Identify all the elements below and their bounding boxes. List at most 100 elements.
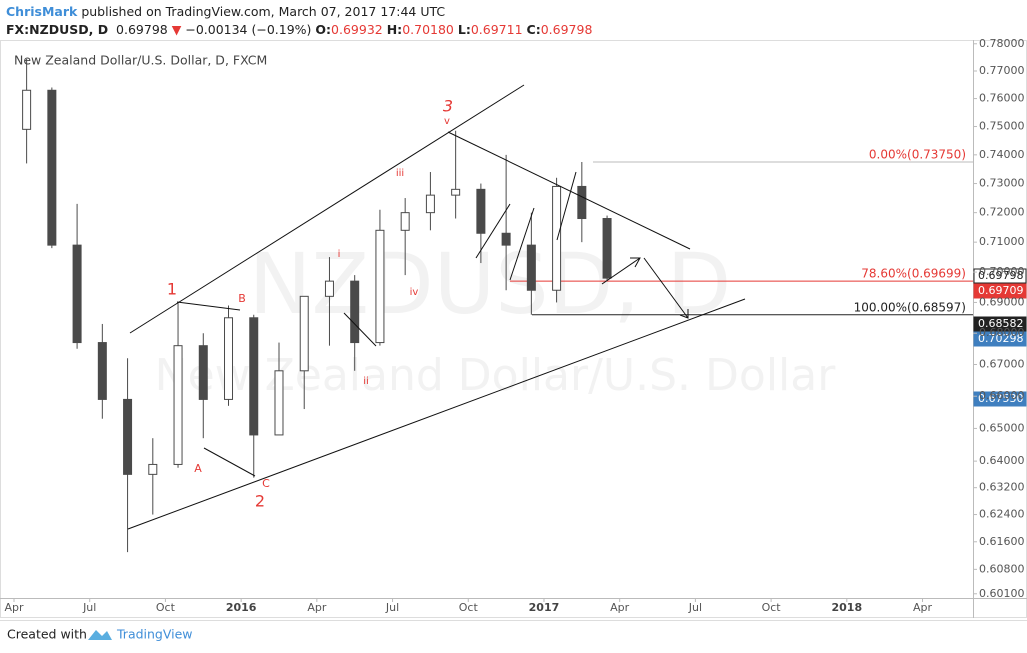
trend-line <box>203 447 256 477</box>
x-tick-label: Apr <box>4 601 24 614</box>
y-tick-label: 0.69000 <box>979 295 1025 308</box>
watermark: NZDUSD, D <box>249 235 732 333</box>
price-tag <box>973 331 1027 347</box>
price-tag-label: 0.69798 <box>978 269 1024 282</box>
chart-title: New Zealand Dollar/U.S. Dollar, D, FXCM <box>14 53 267 68</box>
body <box>97 342 107 400</box>
body <box>198 345 208 400</box>
trend-line <box>447 131 691 250</box>
y-tick-label: 0.66000 <box>979 389 1025 402</box>
x-tick-label: Apr <box>307 601 327 614</box>
y-tick-label: 0.73000 <box>979 177 1025 190</box>
ohlc-value: 0.69798 <box>540 22 593 37</box>
price-tags: 0.69798 0.69709 0.68582 0.70298 0.67530 <box>973 268 1027 407</box>
ohlc-value: 0.70180 <box>402 22 454 37</box>
y-tick-label: 0.72000 <box>979 206 1025 219</box>
y-tick-label: 0.60100 <box>979 587 1025 600</box>
y-tick-label: 0.74000 <box>979 148 1025 161</box>
trend-line <box>129 84 525 334</box>
y-tick-label: 0.76000 <box>979 92 1025 105</box>
wave-label: v <box>444 116 450 127</box>
wave-label: 1 <box>167 280 177 299</box>
x-tick-label: Oct <box>762 601 782 614</box>
price-tag <box>973 268 1027 284</box>
body <box>425 194 435 214</box>
body <box>350 280 360 344</box>
x-tick-label: Apr <box>610 601 630 614</box>
change: −0.00134 (−0.19%) <box>185 22 312 37</box>
header: ChrisMark published on TradingView.com, … <box>6 3 592 39</box>
trend-line <box>509 207 535 281</box>
body <box>476 188 486 234</box>
wave-label: iii <box>396 168 404 179</box>
ohlc-label: O: <box>315 22 332 37</box>
fibonacci: 0.00%(0.73750) 78.60%(0.69699) 100.00%(0.6… <box>510 147 973 316</box>
wave-label: A <box>194 462 202 475</box>
last: 0.69798 <box>116 22 168 37</box>
arrow <box>643 257 689 319</box>
x-tick-label: Apr <box>913 601 933 614</box>
body <box>249 317 259 436</box>
ohlc-value: 0.69711 <box>470 22 523 37</box>
price-tag-label: 0.67530 <box>978 392 1024 405</box>
trend-line <box>343 312 377 347</box>
x-tick-label: Jul <box>385 601 399 614</box>
y-tick-label: 0.61600 <box>979 535 1025 548</box>
price-tag <box>973 283 1027 299</box>
ohlc: O:0.69932 H:0.70180 L:0.69711 C:0.69798 <box>315 22 592 37</box>
price-tag-label: 0.70298 <box>978 332 1024 345</box>
published: published on TradingView.com, March 07, … <box>81 4 446 19</box>
symbol: FX:NZDUSD, D <box>6 22 109 37</box>
author[interactable]: ChrisMark <box>6 4 78 19</box>
y-tick-label: 0.71000 <box>979 235 1025 248</box>
price-tag <box>973 391 1027 407</box>
y-tick-label: 0.68000 <box>979 326 1025 339</box>
body <box>148 463 158 475</box>
trend-line <box>556 171 577 241</box>
body <box>224 317 234 400</box>
trend-line <box>127 298 746 530</box>
wave-label: C <box>262 477 270 490</box>
body <box>324 280 334 297</box>
wave-label: 2 <box>255 492 265 511</box>
footer-brand[interactable]: TradingView <box>116 627 193 642</box>
ohlc-label: H: <box>386 22 403 37</box>
x-tick-label: Jul <box>82 601 96 614</box>
fib-label: 100.00%(0.68597) <box>854 300 966 314</box>
wave-label: ii <box>363 376 369 387</box>
wave-label: B <box>238 292 246 305</box>
ohlc-label: L: <box>457 22 471 37</box>
footer-created: Created with <box>7 627 87 642</box>
body <box>375 229 385 344</box>
x-tick-label: 2017 <box>529 601 560 614</box>
wave-label: i <box>338 249 341 260</box>
drawings <box>127 84 746 530</box>
body <box>577 185 587 220</box>
trend-line <box>176 301 241 311</box>
y-tick-label: 0.65000 <box>979 421 1025 434</box>
body <box>22 89 32 130</box>
price-tag <box>973 316 1027 332</box>
y-tick-label: 0.63200 <box>979 481 1025 494</box>
ohlc-value: 0.69932 <box>331 22 383 37</box>
quote-line: FX:NZDUSD, D 0.69798 ▼ −0.00134 (−0.19%)… <box>6 21 592 39</box>
body <box>123 398 133 475</box>
ohlc-label: C: <box>526 22 541 37</box>
x-tick-label: 2018 <box>832 601 863 614</box>
body <box>552 185 562 291</box>
candles <box>22 58 612 553</box>
x-tick-label: Jul <box>688 601 702 614</box>
x-tick-label: Oct <box>156 601 176 614</box>
x-tick-label: Oct <box>459 601 479 614</box>
price-tag-label: 0.68582 <box>978 317 1024 330</box>
body <box>47 89 57 246</box>
price-tag-label: 0.69709 <box>978 284 1024 297</box>
y-tick-label: 0.64000 <box>979 454 1025 467</box>
body <box>501 232 511 246</box>
arrow <box>601 257 641 285</box>
wave-label: 3 <box>443 97 453 116</box>
body <box>299 295 309 372</box>
body <box>274 370 284 436</box>
